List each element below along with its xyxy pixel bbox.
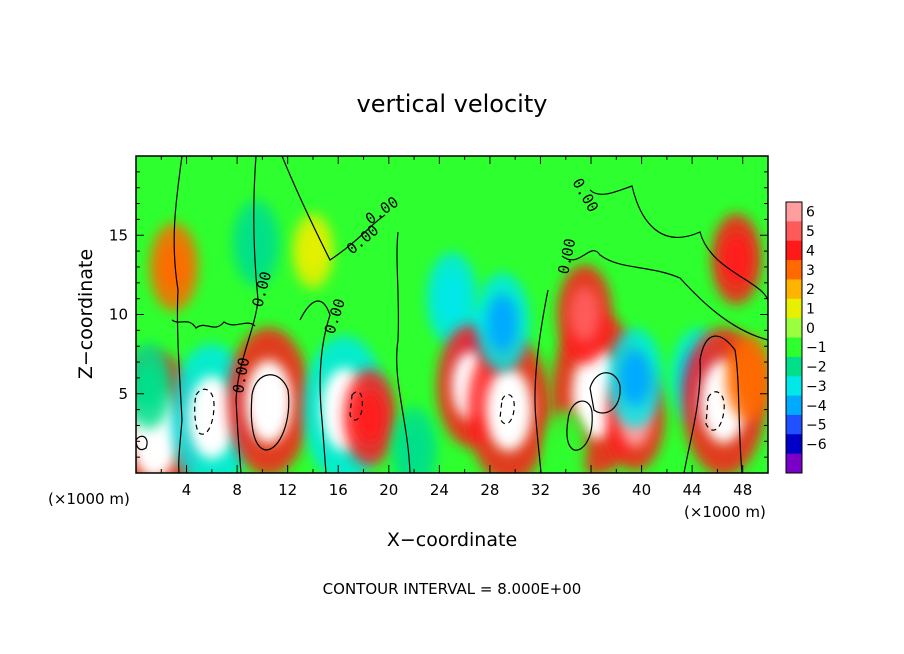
zero-contour bbox=[299, 300, 331, 473]
x-tick-label: 12 bbox=[278, 481, 297, 499]
field-feature bbox=[569, 286, 600, 343]
field-feature bbox=[485, 368, 532, 452]
contour-dashed bbox=[194, 388, 215, 435]
colorbar-swatch bbox=[786, 453, 802, 474]
colorbar-swatch bbox=[786, 376, 802, 397]
field-feature bbox=[160, 242, 188, 292]
zero-contour bbox=[171, 319, 256, 329]
colorbar-label: −4 bbox=[806, 398, 827, 414]
x-tick-label: 20 bbox=[379, 481, 398, 499]
contour-label: 0.00 bbox=[229, 356, 253, 395]
contour-closed bbox=[589, 372, 621, 414]
zero-contour bbox=[589, 185, 768, 301]
x-tick-label: 8 bbox=[232, 481, 242, 499]
x-tick-label: 16 bbox=[329, 481, 348, 499]
field-feature bbox=[437, 272, 467, 325]
x-tick-label: 4 bbox=[182, 481, 192, 499]
colorbar: 6 5 4 3 2 1 0 −1 −2 −3 −4 −5 −6 bbox=[785, 201, 827, 474]
colorbar-swatch bbox=[786, 318, 802, 338]
field-feature bbox=[620, 350, 651, 406]
colorbar-swatch bbox=[786, 221, 802, 242]
zero-contour bbox=[396, 231, 411, 473]
x-axis: 4 8 12 16 20 24 28 32 36 40 44 48 bbox=[160, 156, 752, 499]
contour-closed bbox=[136, 435, 148, 451]
contour-closed bbox=[566, 400, 593, 451]
y-tick-label: 10 bbox=[109, 306, 128, 324]
zero-contour bbox=[683, 335, 743, 473]
contour-closed bbox=[250, 374, 290, 451]
colorbar-swatch bbox=[786, 260, 802, 280]
y-tick-label: 15 bbox=[109, 226, 128, 244]
colorbar-label: 6 bbox=[806, 205, 815, 221]
velocity-field bbox=[136, 200, 768, 473]
colorbar-swatch bbox=[786, 298, 802, 319]
x-tick-label: 40 bbox=[632, 481, 651, 499]
colorbar-swatch bbox=[786, 279, 802, 300]
zero-contour bbox=[173, 156, 183, 473]
y-axis-label: Z−coordinate bbox=[75, 249, 97, 379]
colorbar-label: 1 bbox=[806, 301, 815, 317]
field-feature bbox=[188, 376, 235, 459]
zero-contour bbox=[534, 289, 549, 473]
colorbar-label: −6 bbox=[806, 437, 827, 453]
field-feature bbox=[487, 294, 518, 351]
colorbar-frame bbox=[785, 201, 803, 474]
x-tick-label: 48 bbox=[733, 481, 752, 499]
x-tick-label: 24 bbox=[430, 481, 449, 499]
colorbar-swatch bbox=[786, 337, 802, 358]
x-axis-unit-right: (×1000 m) bbox=[684, 503, 766, 521]
x-tick-label: 32 bbox=[531, 481, 550, 499]
field-feature bbox=[301, 230, 325, 273]
colorbar-label: −2 bbox=[806, 360, 827, 376]
zero-contour bbox=[561, 250, 768, 341]
colorbar-swatch bbox=[786, 202, 802, 222]
colorbar-label: 3 bbox=[806, 263, 815, 279]
field-feature bbox=[401, 425, 427, 473]
field-feature bbox=[242, 219, 270, 268]
field-feature bbox=[553, 426, 578, 472]
x-tick-label: 28 bbox=[480, 481, 499, 499]
colorbar-label: 0 bbox=[806, 321, 815, 337]
colorbar-label: 2 bbox=[806, 282, 815, 298]
colorbar-label: 5 bbox=[806, 224, 815, 240]
field-feature bbox=[355, 390, 385, 445]
zero-contour-lines bbox=[136, 156, 768, 473]
colorbar-swatch bbox=[786, 240, 802, 261]
y-axis: 5 10 15 bbox=[109, 171, 768, 458]
zero-contour bbox=[281, 156, 386, 261]
x-axis-label: X−coordinate bbox=[387, 529, 517, 551]
field-feature bbox=[735, 353, 763, 403]
field-feature bbox=[136, 361, 162, 410]
colorbar-label: −5 bbox=[806, 418, 827, 434]
zero-contour bbox=[235, 156, 259, 473]
y-tick-label: 5 bbox=[118, 385, 128, 403]
x-tick-label: 44 bbox=[683, 481, 702, 499]
colorbar-swatch bbox=[786, 414, 802, 435]
x-tick-label: 36 bbox=[581, 481, 600, 499]
x-axis-unit-left: (×1000 m) bbox=[48, 490, 130, 508]
colorbar-swatch bbox=[786, 395, 802, 416]
colorbar-label: −3 bbox=[806, 379, 827, 395]
colorbar-swatch bbox=[786, 434, 802, 455]
colorbar-label: 4 bbox=[806, 243, 815, 259]
field-feature bbox=[722, 233, 751, 285]
colorbar-label: −1 bbox=[806, 340, 827, 356]
contour-interval-footer: CONTOUR INTERVAL = 8.000E+00 bbox=[323, 580, 582, 598]
chart-title: vertical velocity bbox=[357, 90, 548, 118]
colorbar-swatch bbox=[786, 356, 802, 377]
contour-dashed bbox=[499, 393, 515, 425]
contour-dashed bbox=[705, 391, 725, 431]
